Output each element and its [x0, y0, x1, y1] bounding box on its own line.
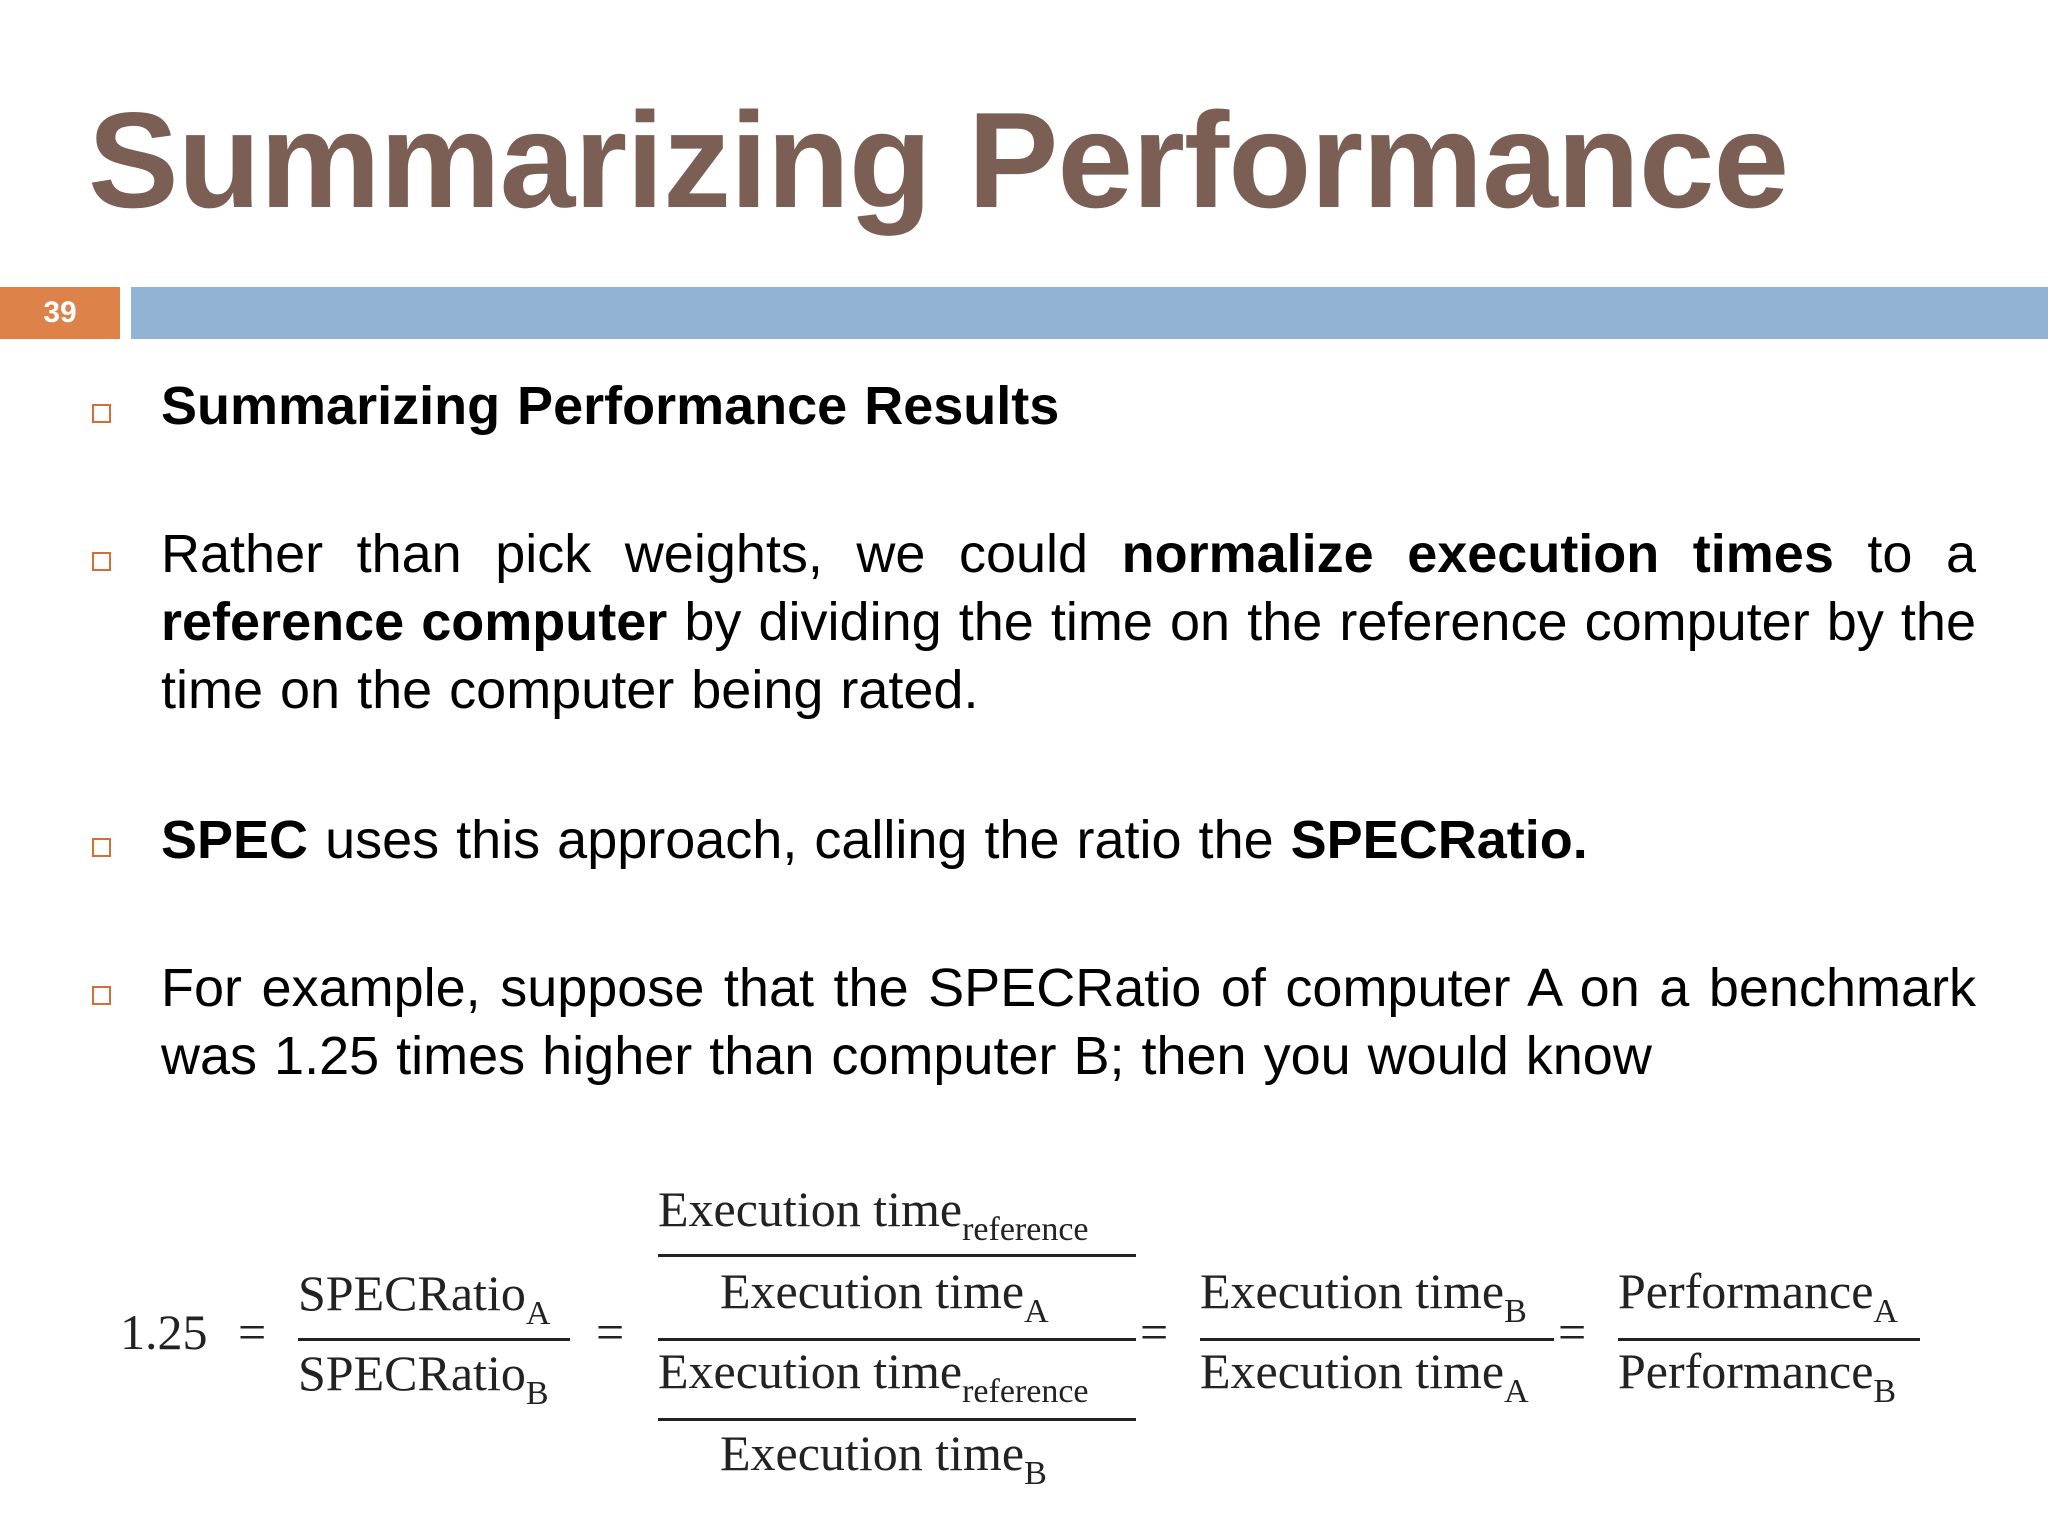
bullet-text-run: by dividing the time on the reference co… — [161, 592, 1976, 720]
bullet-bold-text: SPECRatio. — [1290, 810, 1588, 870]
slide-title: Summarizing Performance — [88, 84, 1789, 236]
formula-exec-time-b: Execution timeB — [720, 1425, 1047, 1492]
formula-exec-time-reference: Execution timereference — [658, 1181, 1089, 1248]
formula-exec-time-a: Execution timeA — [720, 1263, 1049, 1330]
slide-number: 39 — [0, 287, 120, 339]
title-divider-bar — [131, 287, 2048, 339]
formula-exec-time-b: Execution timeB — [1200, 1263, 1527, 1330]
formula-exec-time-reference: Execution timereference — [658, 1343, 1089, 1410]
fraction-bar — [658, 1418, 1136, 1421]
fraction-bar — [1200, 1338, 1554, 1341]
fraction-bar — [298, 1338, 570, 1341]
formula-equals: = — [238, 1304, 267, 1360]
formula-exec-time-a: Execution timeA — [1200, 1343, 1529, 1410]
bullet-text-run: Rather than pick weights, we could — [161, 524, 1122, 584]
square-bullet-icon — [92, 838, 111, 857]
bullet-bold-text: normalize execution times — [1121, 524, 1834, 584]
bullet-text: SPEC uses this approach, calling the rat… — [161, 806, 1976, 874]
fraction-bar — [1618, 1338, 1920, 1341]
formula-performance-a: PerformanceA — [1618, 1263, 1898, 1330]
formula-specratio-a: SPECRatioA — [298, 1265, 551, 1332]
formula-equals: = — [596, 1304, 625, 1360]
bullet-bold-text: SPEC — [161, 810, 309, 870]
specratio-formula: 1.25 = SPECRatioA SPECRatioB = Execution… — [0, 1170, 2048, 1500]
square-bullet-icon — [92, 552, 111, 571]
formula-value: 1.25 — [120, 1304, 208, 1360]
bullet-text: Rather than pick weights, we could norma… — [161, 520, 1976, 724]
bullet-bold-text: reference computer — [161, 592, 668, 652]
fraction-bar — [658, 1254, 1136, 1257]
main-fraction-bar — [658, 1338, 1136, 1341]
bullet-text: For example, suppose that the SPECRatio … — [161, 954, 1976, 1090]
formula-equals: = — [1140, 1304, 1169, 1360]
formula-performance-b: PerformanceB — [1618, 1343, 1897, 1410]
bullet-bold-text: Summarizing Performance Results — [161, 376, 1060, 436]
bullet-text: Summarizing Performance Results — [161, 372, 1976, 440]
bullet-text-run: For example, suppose that the SPECRatio … — [161, 958, 1976, 1086]
bullet-text-run: to a — [1833, 524, 1976, 584]
formula-specratio-b: SPECRatioB — [298, 1345, 549, 1412]
square-bullet-icon — [92, 404, 111, 423]
square-bullet-icon — [92, 986, 111, 1005]
bullet-text-run: uses this approach, calling the ratio th… — [308, 810, 1291, 870]
formula-equals: = — [1558, 1304, 1587, 1360]
